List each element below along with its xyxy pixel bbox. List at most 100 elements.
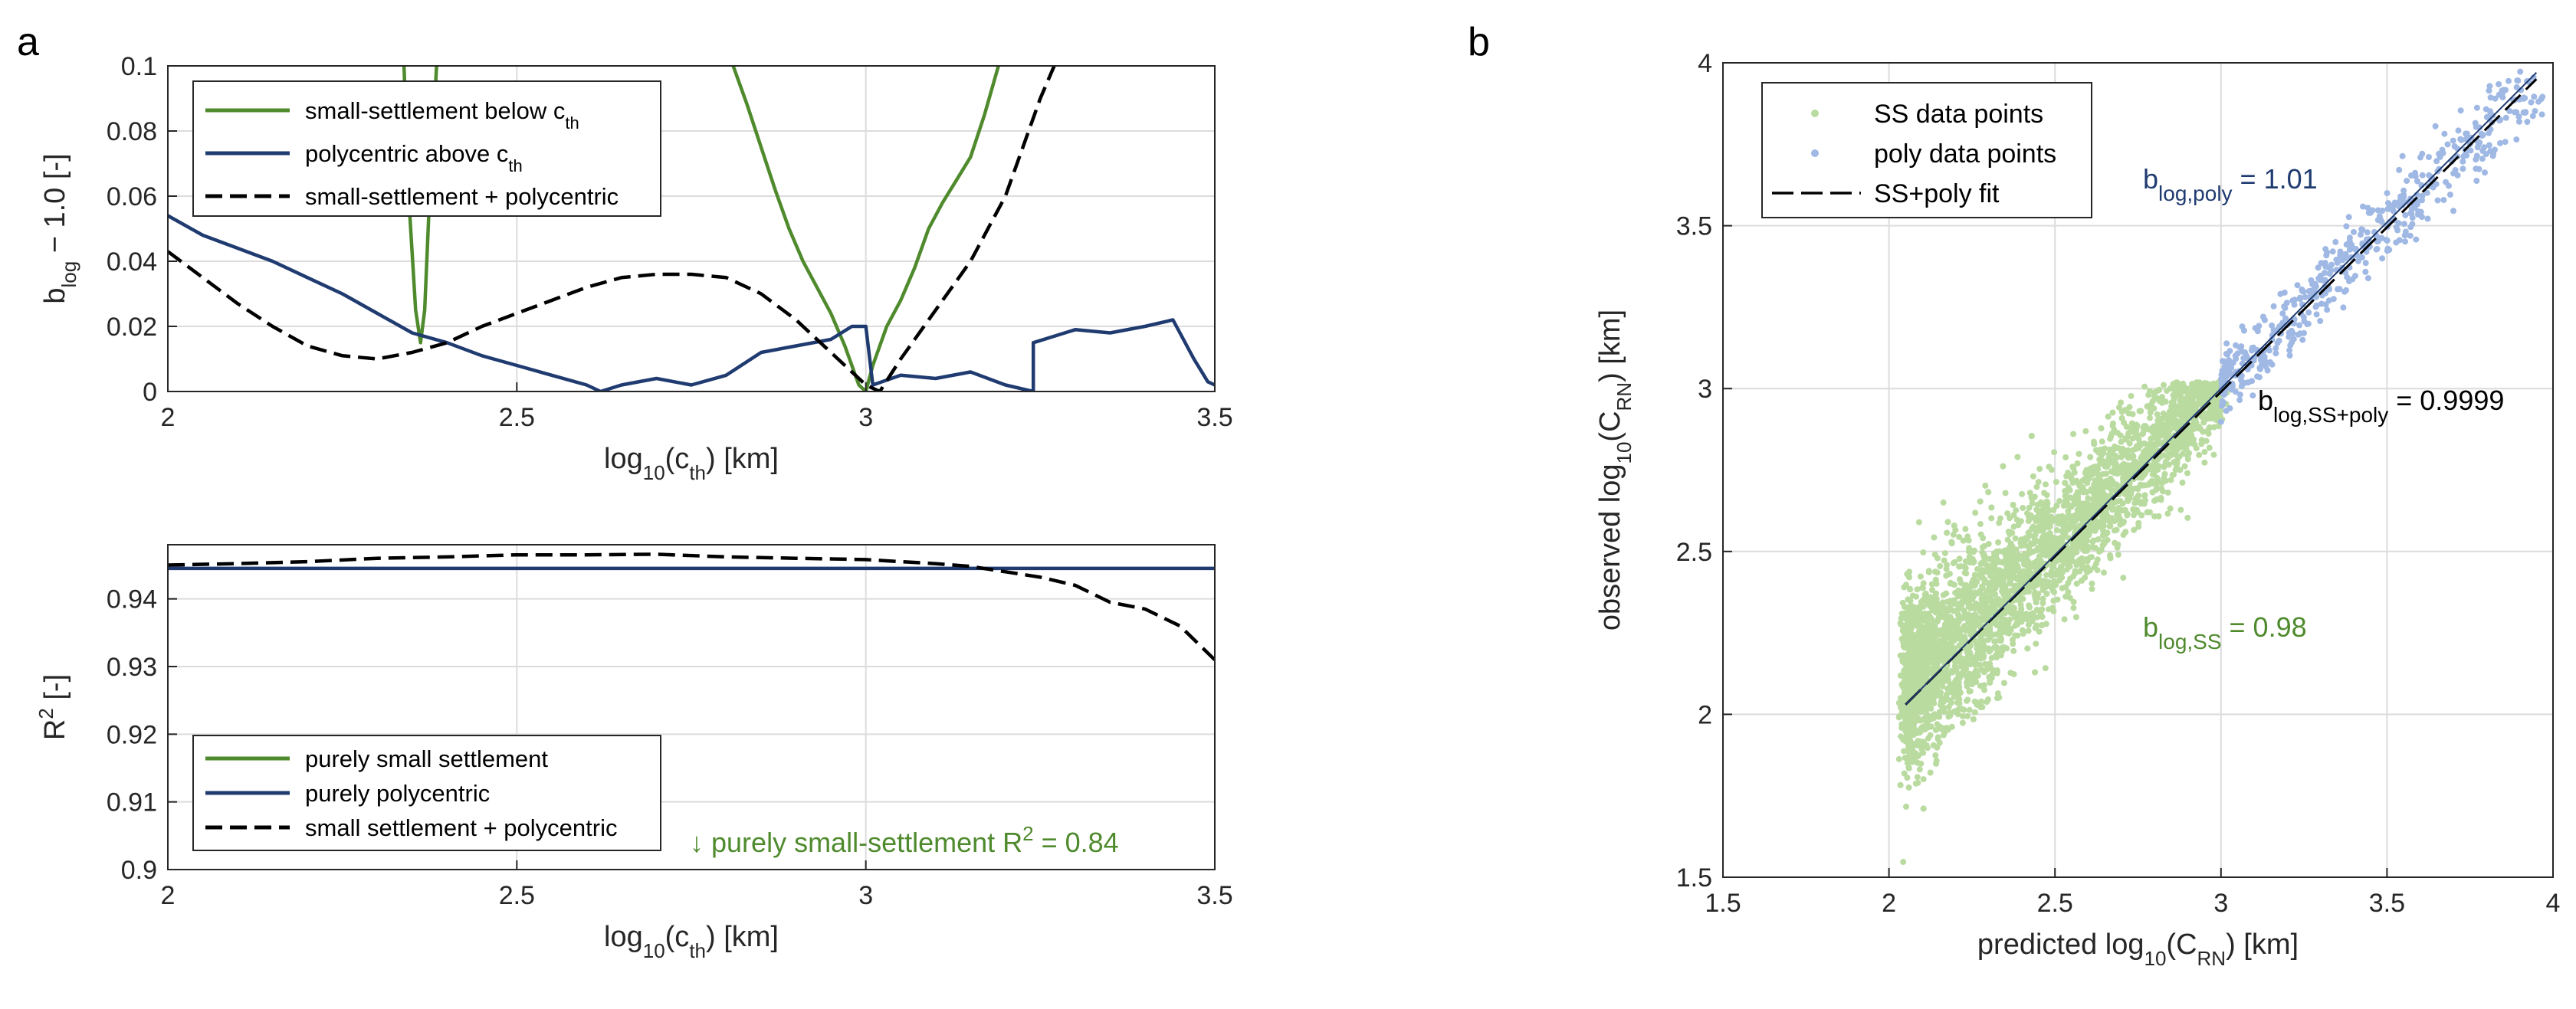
poly-data-point	[2460, 165, 2466, 172]
ss-data-point	[1940, 499, 1947, 506]
ss-data-point	[1969, 555, 1976, 562]
ss-data-point	[1971, 572, 1978, 578]
poly-data-point	[2414, 178, 2420, 185]
ss-data-point	[1911, 749, 1918, 756]
ss-data-point	[1914, 774, 1921, 781]
ss-data-point	[1943, 565, 1950, 572]
ss-data-point	[2056, 538, 2062, 545]
ss-data-point	[1997, 624, 2003, 631]
ss-data-point	[2117, 432, 2124, 439]
ss-data-point	[2139, 482, 2146, 489]
ss-data-point	[1974, 565, 1980, 572]
ss-data-point	[1969, 630, 1976, 636]
ss-data-point	[2125, 410, 2132, 417]
ss-data-point	[2046, 507, 2052, 514]
ss-data-point	[2084, 568, 2091, 575]
poly-data-point	[2367, 209, 2374, 216]
x-tick-label: 4	[2546, 889, 2561, 918]
ss-data-point	[2138, 408, 2144, 414]
ss-data-point	[2202, 412, 2209, 419]
ss-data-point	[2104, 536, 2111, 543]
chart-a-top: 2 2.5 3 3.500.020.040.060.080.1 log10(cth) …	[39, 52, 1233, 484]
ss-data-point	[2147, 445, 2154, 452]
ss-data-point	[2154, 474, 2161, 481]
ss-data-point	[2037, 543, 2044, 550]
ss-data-point	[2064, 547, 2070, 554]
ss-data-point	[1994, 649, 2001, 656]
ss-data-point	[1934, 681, 1941, 688]
y-tick-label: 0.04	[107, 247, 157, 277]
ss-data-point	[1937, 563, 1944, 569]
ss-data-point	[2032, 624, 2039, 631]
ss-data-point	[2102, 470, 2109, 477]
poly-data-point	[2395, 220, 2402, 227]
poly-data-point	[2473, 178, 2480, 184]
x-tick-label: 2.5	[499, 881, 535, 910]
ss-data-point	[2010, 671, 2017, 677]
x-tick-label: 3	[858, 881, 873, 910]
ss-data-point	[1955, 686, 1962, 693]
annotation-blog-poly: blog,poly = 1.01	[2143, 163, 2318, 205]
poly-data-point	[2424, 215, 2431, 222]
ss-data-point	[2074, 496, 2081, 503]
x-tick-label: 3	[858, 403, 873, 432]
x-tick-label: 2	[161, 403, 176, 432]
series-line-ss	[731, 66, 1001, 391]
ss-data-point	[1905, 718, 1911, 725]
poly-data-point	[2374, 238, 2381, 245]
ss-data-point	[1990, 644, 1997, 651]
legend-swatch-ss-points	[1811, 110, 1819, 117]
ss-data-point	[2141, 383, 2148, 390]
ss-data-point	[2210, 400, 2217, 407]
ss-data-point	[1929, 587, 1935, 593]
ss-data-point	[2012, 614, 2019, 621]
ss-data-point	[1920, 805, 1927, 812]
ss-data-point	[1930, 742, 1937, 749]
ss-data-point	[2115, 552, 2122, 558]
ss-data-point	[1988, 504, 1995, 511]
poly-data-point	[2385, 205, 2392, 212]
ss-data-point	[2125, 454, 2131, 461]
ss-data-point	[1910, 732, 1917, 739]
ss-data-point	[2122, 529, 2129, 536]
legend-label-fit: SS+poly fit	[1874, 179, 2000, 208]
ss-data-point	[2146, 465, 2153, 472]
ss-data-point	[2087, 454, 2094, 460]
ss-data-point	[1919, 667, 1926, 673]
ss-data-point	[2158, 415, 2164, 422]
ss-data-point	[2033, 640, 2039, 647]
poly-data-point	[2338, 254, 2345, 260]
poly-data-point	[2318, 260, 2325, 267]
ss-data-point	[2033, 514, 2040, 521]
ss-data-point	[2079, 477, 2086, 484]
ss-data-point	[2000, 463, 2007, 470]
poly-data-point	[2532, 108, 2538, 114]
ss-data-point	[2129, 435, 2136, 442]
x-tick-label: 3.5	[1196, 881, 1232, 910]
ss-data-point	[2161, 470, 2168, 477]
ss-data-point	[1905, 749, 1912, 755]
ss-data-point	[2183, 431, 2190, 437]
ss-data-point	[2138, 512, 2145, 519]
poly-data-point	[2467, 147, 2474, 154]
ss-data-point	[2001, 583, 2008, 590]
ss-data-point	[1917, 573, 1924, 580]
ss-data-point	[1923, 706, 1930, 713]
annotation-ss-r2: ↓ purely small-settlement R2 = 0.84	[690, 822, 1119, 858]
ss-data-point	[2134, 422, 2141, 429]
poly-data-point	[2452, 167, 2459, 173]
ss-data-point	[2121, 419, 2127, 426]
ss-data-point	[2152, 458, 2159, 465]
ss-data-point	[2034, 614, 2040, 621]
poly-data-point	[2269, 361, 2276, 368]
ss-data-point	[2177, 390, 2184, 397]
ss-data-point	[1920, 776, 1927, 783]
ss-data-point	[2010, 568, 2017, 575]
ss-data-point	[2096, 519, 2103, 526]
ss-data-point	[2016, 576, 2022, 583]
ss-data-point	[1932, 591, 1939, 597]
ss-data-point	[2115, 504, 2122, 511]
poly-data-point	[2325, 297, 2332, 304]
poly-data-point	[2413, 236, 2420, 243]
poly-data-point	[2343, 287, 2349, 293]
